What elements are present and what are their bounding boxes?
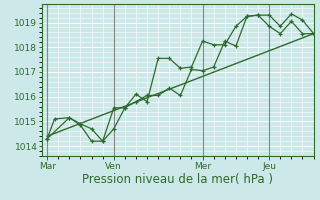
X-axis label: Pression niveau de la mer( hPa ): Pression niveau de la mer( hPa )	[82, 173, 273, 186]
